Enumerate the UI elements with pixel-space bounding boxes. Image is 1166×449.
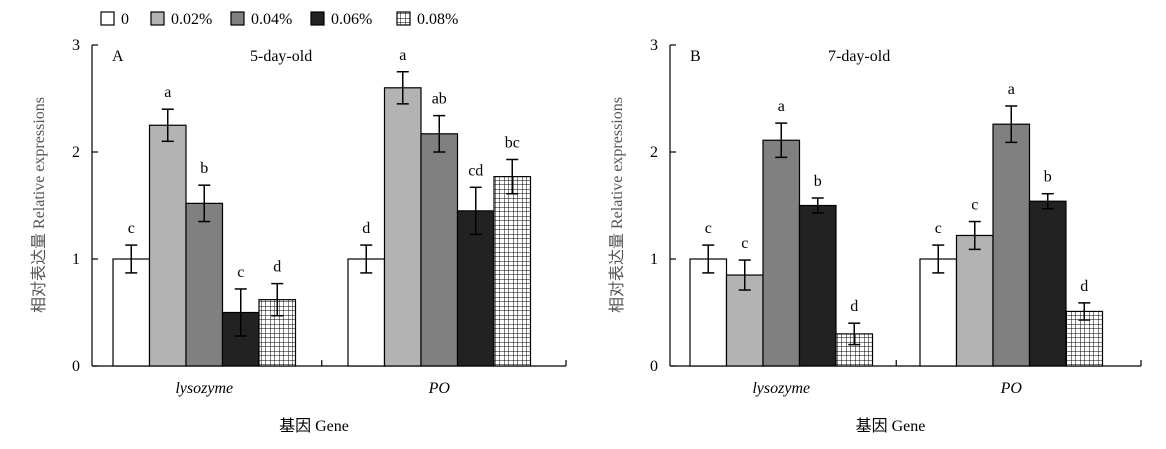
significance-letter: b	[814, 173, 822, 190]
significance-letter: d	[273, 259, 281, 276]
legend-label: 0.08%	[417, 11, 458, 28]
bar	[955, 234, 994, 367]
legend-swatch	[230, 11, 245, 26]
x-axis-label: 基因 Gene	[856, 417, 926, 435]
significance-letter: a	[778, 98, 785, 115]
significance-letter: a	[1008, 81, 1015, 98]
bar	[420, 133, 459, 367]
significance-letter: c	[971, 197, 978, 214]
chart-title: 7-day-old	[828, 48, 890, 65]
panel-b: 0 1 2 3 B 7-day-old 相对表达量 Relative expressions…	[608, 37, 1142, 435]
bar	[112, 258, 151, 367]
category-label: lysozyme	[752, 380, 810, 397]
significance-letter: a	[164, 84, 171, 101]
bar	[493, 176, 532, 367]
legend-swatch	[310, 11, 325, 26]
bar	[798, 204, 837, 367]
significance-letter: c	[935, 220, 942, 237]
y-tick-label: 3	[650, 37, 658, 54]
legend-label: 0.02%	[171, 11, 212, 28]
legend: 0 0.02% 0.04% 0.06% 0.08%	[100, 11, 458, 28]
significance-letter: d	[362, 220, 370, 237]
legend-swatch	[150, 11, 165, 26]
bar	[1028, 200, 1067, 367]
significance-letter: b	[1044, 169, 1052, 186]
significance-letter: b	[200, 160, 208, 177]
significance-letter: ab	[432, 91, 447, 108]
panel-a: 0 1 2 3 A 5-day-old 相对表达量 Relative expressions…	[30, 37, 567, 435]
bar	[762, 139, 801, 367]
significance-letter: bc	[505, 134, 520, 151]
bar	[148, 124, 187, 367]
significance-letter: cd	[468, 162, 483, 179]
panel-label: B	[690, 48, 701, 65]
y-tick-label: 2	[72, 144, 80, 161]
x-axis-label: 基因 Gene	[279, 417, 349, 435]
category-label: lysozyme	[175, 380, 233, 397]
bar	[919, 258, 958, 367]
y-tick-label: 3	[72, 37, 80, 54]
y-tick-label: 0	[650, 358, 658, 375]
bar	[456, 210, 495, 367]
bar	[347, 258, 386, 367]
legend-swatch	[396, 11, 411, 26]
chart-title: 5-day-old	[250, 48, 312, 65]
legend-swatch	[100, 11, 115, 26]
legend-label: 0.06%	[331, 11, 372, 28]
legend-label: 0.04%	[251, 11, 292, 28]
significance-letter: a	[399, 47, 406, 64]
panel-label: A	[112, 48, 124, 65]
bar	[185, 202, 224, 367]
significance-letter: c	[237, 264, 244, 281]
significance-letter: c	[741, 235, 748, 252]
y-tick-label: 0	[72, 358, 80, 375]
significance-letter: d	[850, 298, 858, 315]
bar	[383, 87, 422, 367]
significance-letter: c	[128, 220, 135, 237]
y-axis-label: 相对表达量 Relative expressions	[608, 97, 626, 313]
bar	[689, 258, 728, 367]
y-tick-label: 1	[72, 251, 80, 268]
bar	[992, 123, 1031, 367]
y-tick-label: 1	[650, 251, 658, 268]
category-label: PO	[428, 380, 451, 397]
y-tick-label: 2	[650, 144, 658, 161]
significance-letter: c	[705, 220, 712, 237]
y-axis-label: 相对表达量 Relative expressions	[30, 97, 48, 313]
category-label: PO	[1000, 380, 1023, 397]
legend-label: 0	[121, 11, 129, 28]
significance-letter: d	[1080, 278, 1088, 295]
